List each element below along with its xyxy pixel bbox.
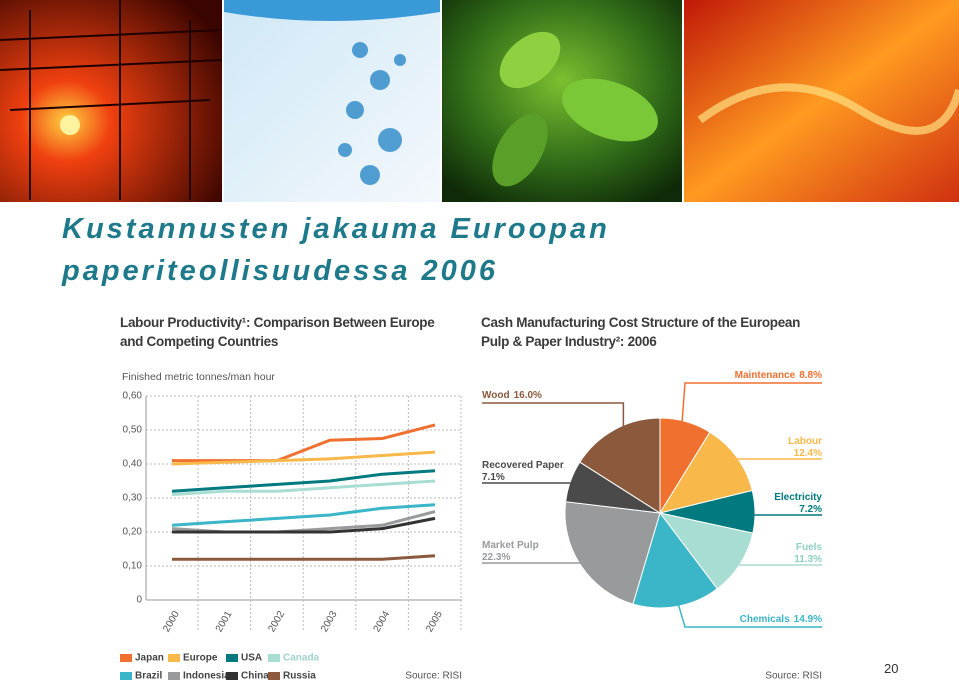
x-tick-label: 2004 xyxy=(372,609,393,634)
slice-label: Wood 16.0% xyxy=(482,390,542,401)
slice-value: 14.9% xyxy=(794,614,822,625)
pie-slice xyxy=(564,501,661,605)
x-tick-label: 2000 xyxy=(161,609,182,634)
x-tick-label: 2003 xyxy=(319,609,340,634)
leaf xyxy=(562,78,658,142)
x-tick-label: 2002 xyxy=(266,609,287,634)
leaf xyxy=(492,113,548,187)
pylons xyxy=(0,0,223,200)
y-tick-label: 0,20 xyxy=(123,527,143,538)
legend-label: Russia xyxy=(283,671,316,682)
y-tick-label: 0,30 xyxy=(123,493,143,504)
page-number: 20 xyxy=(884,661,899,676)
pie-slice xyxy=(579,417,661,514)
slice-value: 8.8% xyxy=(799,370,822,381)
slice-label: Chemicals 14.9% xyxy=(740,614,822,625)
leader-line xyxy=(672,587,822,628)
x-tick-label: 2005 xyxy=(424,609,445,634)
y-tick-label: 0 xyxy=(136,595,142,606)
slice-value: 12.4% xyxy=(794,448,822,459)
water-surface xyxy=(224,0,440,21)
line-series xyxy=(172,554,436,561)
legend-swatch xyxy=(226,654,238,662)
slice-value: 11.3% xyxy=(794,554,822,565)
pie-slice xyxy=(659,417,711,515)
line-series xyxy=(171,450,436,466)
slice-label: Market Pulp 22.3% xyxy=(482,540,539,563)
line-series xyxy=(172,423,436,463)
slice-label: Recovered Paper 7.1% xyxy=(482,460,564,483)
y-tick-label: 0,10 xyxy=(123,561,143,572)
slice-name: Recovered Paper xyxy=(482,460,564,471)
slice-value: 22.3% xyxy=(482,552,510,563)
legend-label: Brazil xyxy=(135,671,162,682)
y-tick-label: 0,60 xyxy=(123,391,143,402)
slice-value: 16.0% xyxy=(514,390,542,401)
slide-title: Kustannusten jakauma Euroopan paperiteol… xyxy=(62,213,610,287)
photo-strip xyxy=(0,0,959,202)
source: Source: RISI xyxy=(765,671,822,682)
slice-name: Maintenance xyxy=(735,370,796,381)
bubbles xyxy=(338,42,406,185)
pie-slice xyxy=(658,512,754,590)
y-tick-label: 0,50 xyxy=(123,425,143,436)
legend-label: Indonesia xyxy=(183,671,230,682)
photo-water xyxy=(224,0,440,202)
slice-label: Electricity 7.2% xyxy=(774,492,822,515)
legend-label: Japan xyxy=(135,653,164,664)
slice-name: Labour xyxy=(788,436,822,447)
slice-label: Maintenance 8.8% xyxy=(735,370,822,381)
leader-line xyxy=(723,553,822,566)
legend-swatch xyxy=(120,672,132,680)
leader-line xyxy=(482,402,625,447)
leader-line xyxy=(679,382,822,440)
line-series xyxy=(171,479,436,497)
flame xyxy=(697,83,959,135)
legend-label: Europe xyxy=(183,653,218,664)
chart-title: Labour Productivity¹: Comparison Between… xyxy=(120,315,435,349)
slice-name: Electricity xyxy=(774,492,822,503)
leader-line xyxy=(735,512,822,516)
pie-slice xyxy=(658,431,753,514)
slice-name: Fuels xyxy=(796,542,823,553)
legend-label: USA xyxy=(241,653,262,664)
legend-swatch xyxy=(120,654,132,662)
line-series xyxy=(171,503,436,527)
pie-slice xyxy=(632,511,718,609)
slice-label: Labour 12.4% xyxy=(788,436,822,459)
legend-label: China xyxy=(241,671,269,682)
legend-swatch xyxy=(168,672,180,680)
legend-swatch xyxy=(268,672,280,680)
leader-line xyxy=(720,458,822,469)
legend-swatch xyxy=(268,654,280,662)
slice-name: Chemicals xyxy=(740,614,790,625)
slice-value: 7.1% xyxy=(482,472,505,483)
source: Source: RISI xyxy=(405,671,462,682)
pie-slice xyxy=(659,489,756,534)
line-series xyxy=(172,516,436,534)
legend-swatch xyxy=(168,654,180,662)
line-series xyxy=(171,469,436,493)
legend-label: Canada xyxy=(283,653,320,664)
leader-line xyxy=(482,482,590,488)
pie-slice xyxy=(565,461,661,514)
line-series xyxy=(171,510,436,534)
y-tick-label: 0,40 xyxy=(123,459,143,470)
slice-value: 7.2% xyxy=(799,504,822,515)
leader-line xyxy=(482,554,598,564)
slice-name: Wood xyxy=(482,390,510,401)
legend-swatch xyxy=(226,672,238,680)
y-axis-label: Finished metric tonnes/man hour xyxy=(122,371,275,383)
chart-title: Cash Manufacturing Cost Structure of the… xyxy=(481,315,801,349)
x-tick-label: 2001 xyxy=(214,609,235,634)
slice-name: Market Pulp xyxy=(482,540,539,551)
slice-label: Fuels 11.3% xyxy=(794,542,822,565)
sun xyxy=(60,115,80,135)
leaf xyxy=(499,31,561,89)
